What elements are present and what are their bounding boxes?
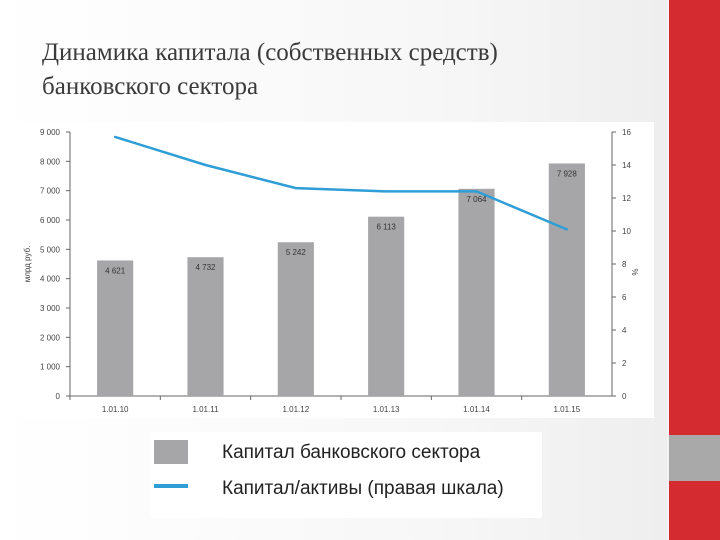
bar bbox=[187, 257, 224, 396]
line-point bbox=[294, 186, 298, 190]
bar bbox=[97, 260, 134, 396]
legend-label-bar: Капитал банковского сектора bbox=[222, 442, 481, 463]
line-point bbox=[384, 190, 388, 193]
slide-title: Динамика капитала (собственных средств) … bbox=[42, 36, 642, 104]
bar-data-label: 7 928 bbox=[557, 169, 578, 178]
chart-legend: Капитал банковского сектора Капитал/акти… bbox=[150, 432, 542, 518]
title-line-1: Динамика капитала (собственных средств) bbox=[42, 39, 498, 66]
left-axis-title: млрд руб. bbox=[23, 246, 32, 283]
line-point bbox=[475, 190, 478, 193]
decorative-side-bar bbox=[667, 0, 720, 540]
title-line-2: банковского сектора bbox=[42, 73, 259, 100]
bar bbox=[548, 163, 585, 396]
legend-label-line: Капитал/активы (правая шкала) bbox=[222, 478, 504, 499]
capital-chart: 0 1 000 2 000 3 000 4 000 5 000 6 000 7 000 8 00… bbox=[23, 128, 640, 414]
bar-data-label: 4 621 bbox=[105, 266, 126, 275]
line-series-capital-to-assets bbox=[114, 135, 568, 231]
right-tick-label: 16 bbox=[622, 128, 631, 137]
x-tick-label: 1.01.13 bbox=[373, 405, 400, 414]
bar bbox=[277, 242, 314, 396]
left-tick-label: 4 000 bbox=[40, 275, 61, 284]
left-tick-label: 3 000 bbox=[40, 304, 61, 313]
x-tick-label: 1.01.15 bbox=[553, 405, 580, 414]
left-tick-label: 6 000 bbox=[40, 216, 61, 225]
left-tick-label: 8 000 bbox=[40, 157, 61, 166]
left-tick-label: 1 000 bbox=[40, 363, 61, 372]
right-tick-label: 14 bbox=[622, 161, 631, 170]
right-tick-label: 0 bbox=[622, 392, 627, 401]
x-tick-label: 1.01.10 bbox=[102, 405, 129, 414]
left-tick-label: 0 bbox=[56, 392, 61, 401]
bar-data-label: 7 064 bbox=[466, 195, 487, 204]
legend-swatch-line bbox=[154, 484, 188, 488]
x-tick-label: 1.01.14 bbox=[463, 405, 490, 414]
right-tick-label: 6 bbox=[622, 293, 627, 302]
bar-data-label: 6 113 bbox=[376, 223, 396, 232]
line-point bbox=[204, 163, 207, 167]
chart-container: 0 1 000 2 000 3 000 4 000 5 000 6 000 7 000 8 00… bbox=[22, 122, 654, 418]
bar-data-label: 4 732 bbox=[195, 263, 216, 272]
right-tick-label: 10 bbox=[622, 227, 631, 236]
side-bar-grey bbox=[667, 435, 720, 481]
x-tick-label: 1.01.11 bbox=[192, 405, 219, 414]
left-tick-label: 2 000 bbox=[40, 333, 61, 342]
side-bar-red-top bbox=[667, 0, 720, 435]
side-bar-red-bottom bbox=[667, 481, 720, 540]
line-point bbox=[565, 228, 569, 231]
bar-data-label: 5 242 bbox=[286, 248, 307, 257]
right-tick-label: 2 bbox=[622, 359, 627, 368]
line-point bbox=[113, 135, 117, 139]
side-bar-divider bbox=[667, 0, 669, 540]
right-tick-label: 12 bbox=[622, 194, 631, 203]
bar bbox=[368, 216, 405, 396]
left-tick-label: 5 000 bbox=[40, 245, 61, 254]
left-tick-label: 9 000 bbox=[40, 128, 61, 137]
right-tick-label: 8 bbox=[622, 260, 627, 269]
right-axis-title: % bbox=[631, 268, 640, 275]
x-tick-label: 1.01.12 bbox=[282, 405, 309, 414]
left-tick-label: 7 000 bbox=[40, 187, 61, 196]
bar bbox=[458, 188, 495, 396]
right-tick-label: 4 bbox=[622, 326, 627, 335]
legend-swatch-bar bbox=[154, 440, 188, 464]
